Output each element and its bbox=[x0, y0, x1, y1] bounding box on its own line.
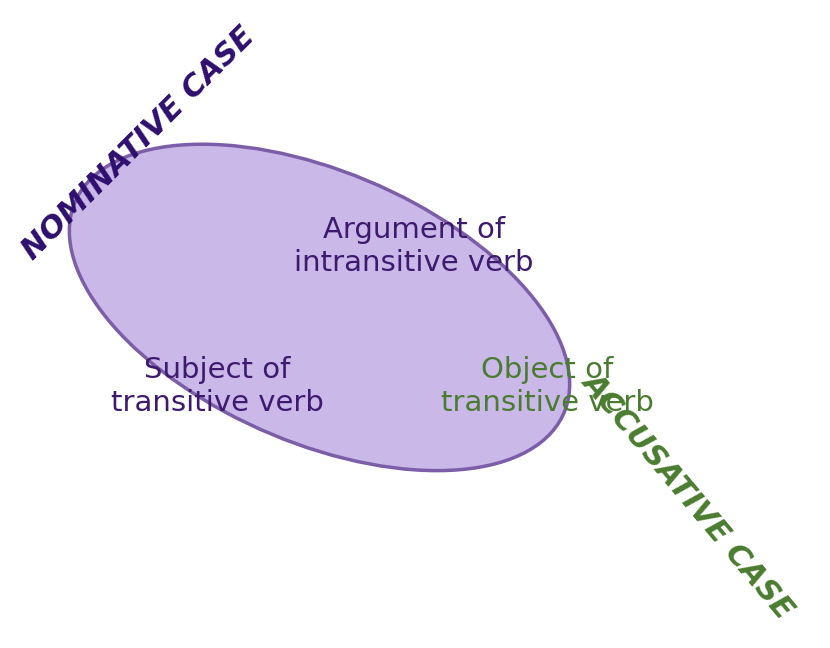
Text: Subject of
transitive verb: Subject of transitive verb bbox=[111, 356, 324, 417]
Text: Object of
transitive verb: Object of transitive verb bbox=[441, 356, 654, 417]
Ellipse shape bbox=[70, 145, 569, 470]
Text: ACCUSATIVE CASE: ACCUSATIVE CASE bbox=[578, 367, 800, 624]
Text: Argument of
intransitive verb: Argument of intransitive verb bbox=[294, 216, 534, 277]
Text: NOMINATIVE CASE: NOMINATIVE CASE bbox=[17, 21, 261, 265]
